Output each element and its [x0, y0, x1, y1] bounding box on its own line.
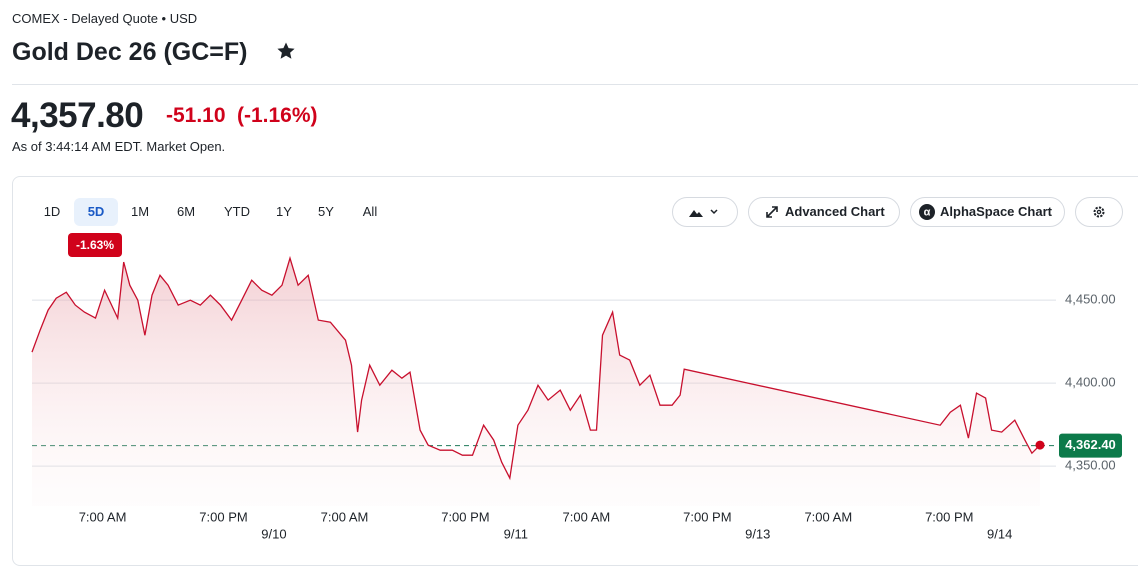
range-tab[interactable]: 5D	[74, 198, 118, 226]
alpha-icon: α	[919, 204, 935, 220]
price-change-percent: (-1.16%)	[237, 104, 318, 127]
tool-label: AlphaSpace Chart	[940, 204, 1052, 219]
x-tick-label: 7:00 AM	[79, 509, 127, 524]
x-tick-label: 7:00 PM	[683, 509, 731, 524]
range-tab[interactable]: All	[362, 204, 378, 219]
range-tab[interactable]: 6M	[176, 204, 196, 219]
page: {"header": {"exchange": "COMEX - Delayed…	[11, 11, 1138, 566]
x-tick-label: 7:00 PM	[199, 509, 247, 524]
x-tick-label: 7:00 AM	[321, 509, 369, 524]
price-area	[32, 258, 1040, 506]
exchange: COMEX - Delayed Quote • USD	[12, 11, 198, 26]
alphaspace-chart-button[interactable]: α AlphaSpace Chart	[910, 197, 1065, 227]
y-tick-label: 4,450.00	[1065, 292, 1116, 307]
range-tab[interactable]: 1Y	[276, 204, 292, 219]
range-tab[interactable]: 1D	[43, 204, 61, 219]
price-change: -51.10	[166, 104, 226, 127]
date-tick-label: 9/13	[745, 526, 770, 541]
range-tab[interactable]: YTD	[224, 204, 250, 219]
x-tick-label: 7:00 PM	[441, 509, 489, 524]
expand-icon	[766, 206, 778, 218]
date-tick-label: 9/10	[261, 526, 286, 541]
chart: 4,350.00 4,400.00 4,450.00 7:00 AM 7:00 PM 7:…	[31, 255, 1122, 541]
price-line	[31, 255, 1041, 481]
y-tick-label: 4,400.00	[1065, 375, 1116, 390]
gear-icon	[1093, 206, 1105, 218]
date-tick-label: 9/14	[987, 526, 1012, 541]
reference-label-box	[1059, 433, 1122, 458]
settings-button[interactable]	[1075, 197, 1123, 227]
x-tick-label: 7:00 PM	[925, 509, 973, 524]
range-tab[interactable]: 5Y	[318, 204, 334, 219]
chart-type-icon	[689, 209, 718, 217]
x-tick-label: 7:00 AM	[563, 509, 611, 524]
range-tab[interactable]: 1M	[130, 204, 150, 219]
divider	[12, 84, 1138, 85]
watchlist-star[interactable]	[276, 41, 296, 61]
advanced-chart-button[interactable]: Advanced Chart	[748, 197, 900, 227]
title: Gold Dec 26 (GC=F)	[12, 38, 248, 66]
x-tick-label: 7:00 AM	[804, 509, 852, 524]
tool-label: Advanced Chart	[785, 204, 885, 219]
last-point	[1035, 440, 1045, 450]
y-tick-label: 4,350.00	[1065, 458, 1116, 473]
range-change: -1.63%	[68, 233, 122, 257]
date-tick-label: 9/11	[504, 526, 528, 541]
chart-type-button[interactable]	[672, 197, 738, 227]
svg-text:α: α	[924, 206, 931, 218]
reference-label: 4,362.40	[1065, 437, 1116, 452]
price: 4,357.80	[11, 96, 144, 135]
as-of: As of 3:44:14 AM EDT. Market Open.	[12, 139, 226, 154]
